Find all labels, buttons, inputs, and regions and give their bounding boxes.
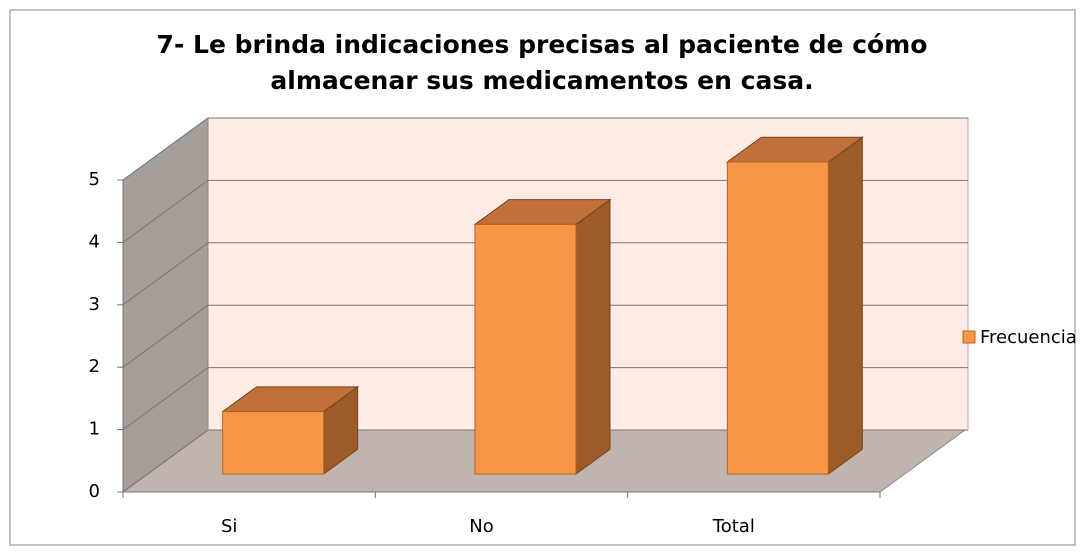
chart-title: almacenar sus medicamentos en casa.: [270, 66, 813, 95]
x-tick-label: Total: [712, 516, 755, 537]
bar: [222, 411, 325, 475]
grid-line: [122, 367, 209, 431]
y-tick-label: 0: [89, 481, 100, 502]
x-tick-label: Si: [221, 516, 237, 537]
grid-line: [122, 117, 209, 181]
side-wall: [122, 117, 209, 493]
bar: [726, 161, 829, 475]
y-tick-label: 5: [89, 169, 100, 190]
grid-line: [122, 179, 209, 243]
bar: [474, 223, 577, 475]
grid-line: [122, 304, 209, 368]
grid-line: [122, 242, 209, 306]
x-tick-label: No: [469, 516, 493, 537]
grid-line: [122, 429, 209, 493]
y-tick-label: 3: [89, 294, 100, 315]
chart-title: 7- Le brinda indicaciones precisas al pa…: [157, 30, 928, 59]
legend-label: Frecuencia: [980, 327, 1077, 348]
y-tick-label: 1: [89, 419, 100, 440]
bar-side: [575, 198, 611, 476]
y-tick-label: 2: [89, 356, 100, 377]
y-tick-label: 4: [89, 231, 100, 252]
legend-swatch: [962, 330, 976, 344]
bar-side: [827, 136, 863, 476]
